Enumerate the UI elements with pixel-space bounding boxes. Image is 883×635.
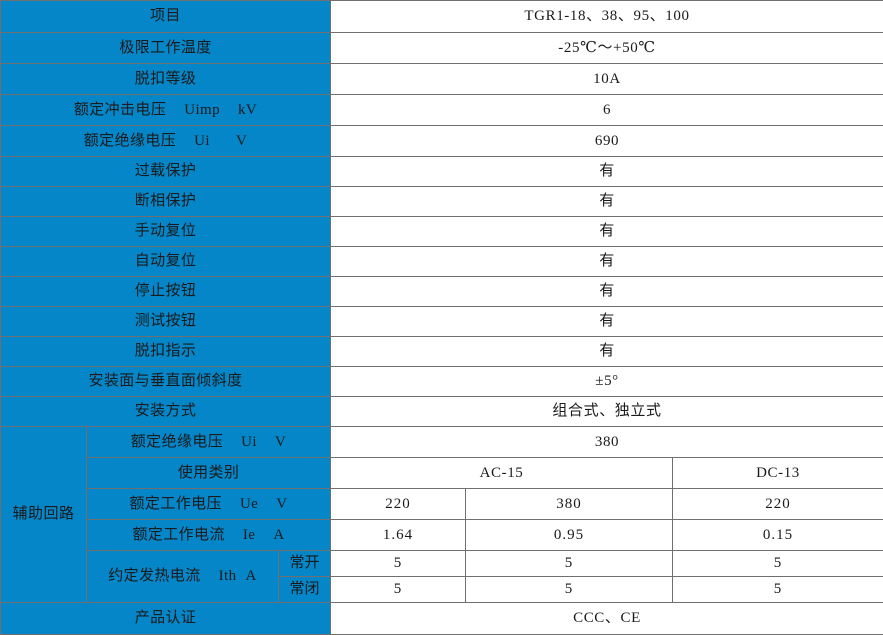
row-value-item: TGR1-18、38、95、100 [331,1,883,33]
value-category-ac: AC-15 [331,458,673,489]
value-thermal-nc-2: 5 [466,577,673,603]
table-row-test-button: 测试按钮 有 [1,307,883,337]
value-working-current-3: 0.15 [673,520,883,551]
row-label-impulse-voltage: 额定冲击电压 Uimp kV [1,95,331,126]
table-row-utilization-category: 使用类别 AC-15 DC-13 [1,458,883,489]
value-working-current-2: 0.95 [466,520,673,551]
row-value-test-button: 有 [331,307,883,337]
table-row-impulse-voltage: 额定冲击电压 Uimp kV 6 [1,95,883,126]
value-thermal-no-1: 5 [331,551,466,577]
row-value-auto-reset: 有 [331,247,883,277]
row-label-stop-button: 停止按钮 [1,277,331,307]
row-value-impulse-voltage: 6 [331,95,883,126]
row-label-test-button: 测试按钮 [1,307,331,337]
row-label-trip-class: 脱扣等级 [1,64,331,95]
label-unit-working-current: A [273,527,284,543]
label-sym-aux-insulation-voltage: Ui [241,434,257,450]
value-thermal-no-3: 5 [673,551,883,577]
row-label-item: 项目 [1,1,331,33]
table-row-header: 项目 TGR1-18、38、95、100 [1,1,883,33]
row-label-overload-protection: 过载保护 [1,157,331,187]
row-label-thermal-current: 约定发热电流 Ith A [87,551,279,603]
table-row-trip-indication: 脱扣指示 有 [1,337,883,367]
table-row-stop-button: 停止按钮 有 [1,277,883,307]
label-cn-impulse-voltage: 额定冲击电压 [74,102,166,118]
label-cn-thermal-current: 约定发热电流 [108,568,200,584]
label-sym-working-current: Ie [243,527,255,543]
row-label-phase-loss-protection: 断相保护 [1,187,331,217]
group-label-aux-circuit: 辅助回路 [1,427,87,603]
label-unit-insulation-voltage: V [236,133,247,149]
row-label-aux-insulation-voltage: 额定绝缘电压 Ui V [87,427,331,458]
table-row-working-current: 额定工作电流 Ie A 1.64 0.95 0.15 [1,520,883,551]
row-label-working-voltage: 额定工作电压 Ue V [87,489,331,520]
row-label-temp-limit: 极限工作温度 [1,33,331,64]
label-cn-working-voltage: 额定工作电压 [130,496,222,512]
row-label-trip-indication: 脱扣指示 [1,337,331,367]
value-working-current-1: 1.64 [331,520,466,551]
row-label-mounting-tilt: 安装面与垂直面倾斜度 [1,367,331,397]
label-sym-thermal-current: Ith [219,568,237,584]
label-cn-working-current: 额定工作电流 [132,527,224,543]
row-value-mounting-tilt: ±5° [331,367,883,397]
label-sym-working-voltage: Ue [240,496,258,512]
row-label-utilization-category: 使用类别 [87,458,331,489]
value-category-dc: DC-13 [673,458,883,489]
value-thermal-nc-1: 5 [331,577,466,603]
label-cn-aux-insulation-voltage: 额定绝缘电压 [131,434,223,450]
row-value-trip-indication: 有 [331,337,883,367]
row-value-aux-insulation-voltage: 380 [331,427,883,458]
table-row-trip-class: 脱扣等级 10A [1,64,883,95]
table-row-insulation-voltage: 额定绝缘电压 Ui V 690 [1,126,883,157]
row-label-auto-reset: 自动复位 [1,247,331,277]
row-value-manual-reset: 有 [331,217,883,247]
value-working-voltage-1: 220 [331,489,466,520]
label-unit-aux-insulation-voltage: V [275,434,286,450]
row-value-phase-loss-protection: 有 [331,187,883,217]
table-row-working-voltage: 额定工作电压 Ue V 220 380 220 [1,489,883,520]
label-unit-thermal-current: A [246,568,257,584]
table-row-mounting-tilt: 安装面与垂直面倾斜度 ±5° [1,367,883,397]
value-working-voltage-3: 220 [673,489,883,520]
row-value-insulation-voltage: 690 [331,126,883,157]
row-label-working-current: 额定工作电流 Ie A [87,520,331,551]
row-label-manual-reset: 手动复位 [1,217,331,247]
table-row-mounting-type: 安装方式 组合式、独立式 [1,397,883,427]
row-value-temp-limit: -25℃～+50℃ [331,33,883,64]
value-working-voltage-2: 380 [466,489,673,520]
row-value-mounting-type: 组合式、独立式 [331,397,883,427]
label-cn-insulation-voltage: 额定绝缘电压 [84,133,176,149]
table-row-temp-limit: 极限工作温度 -25℃～+50℃ [1,33,883,64]
label-sym-insulation-voltage: Ui [194,133,210,149]
value-thermal-nc-3: 5 [673,577,883,603]
sublabel-normally-open: 常开 [279,551,331,577]
row-value-overload-protection: 有 [331,157,883,187]
value-thermal-no-2: 5 [466,551,673,577]
row-value-trip-class: 10A [331,64,883,95]
table-row-overload-protection: 过载保护 有 [1,157,883,187]
label-sym-impulse-voltage: Uimp [184,102,220,118]
table-row-phase-loss-protection: 断相保护 有 [1,187,883,217]
row-label-mounting-type: 安装方式 [1,397,331,427]
label-unit-working-voltage: V [276,496,287,512]
row-value-stop-button: 有 [331,277,883,307]
sublabel-normally-closed: 常闭 [279,577,331,603]
row-label-insulation-voltage: 额定绝缘电压 Ui V [1,126,331,157]
table-row-auto-reset: 自动复位 有 [1,247,883,277]
label-unit-impulse-voltage: kV [238,102,257,118]
table-row-manual-reset: 手动复位 有 [1,217,883,247]
